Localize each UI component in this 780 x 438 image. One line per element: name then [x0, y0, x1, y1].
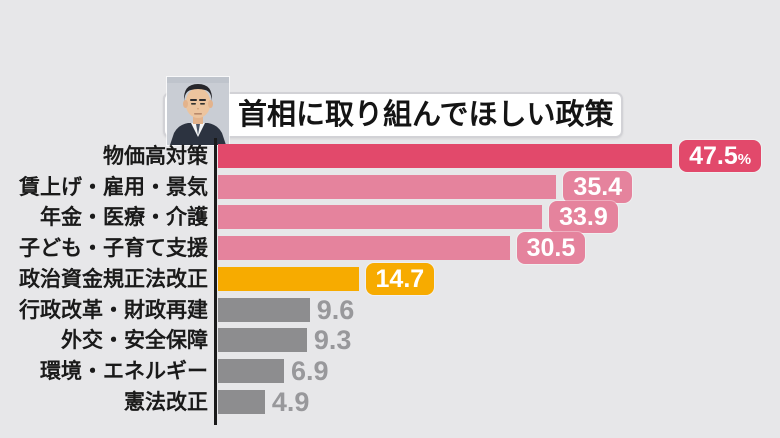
- value-label: 9.3: [314, 325, 352, 355]
- chart-row: 憲法改正 4.9: [0, 387, 780, 417]
- value-number: 47.5: [689, 142, 738, 170]
- chart-row: 外交・安全保障 9.3: [0, 325, 780, 355]
- category-label: 子ども・子育て支援: [19, 237, 208, 261]
- value-label: 14.7: [365, 262, 435, 295]
- bar: [218, 297, 310, 322]
- bar: [218, 236, 510, 261]
- prime-minister-photo: [167, 77, 229, 145]
- category-label: 物価高対策: [103, 145, 208, 168]
- chart-row: 行政改革・財政再建 9.6: [0, 295, 780, 325]
- portrait-illustration: [167, 77, 229, 145]
- bar: [218, 266, 359, 291]
- value-label: 4.9: [272, 387, 310, 417]
- value-unit-suffix: %: [737, 151, 752, 168]
- value-number: 9.3: [313, 325, 352, 356]
- chart-row: 子ども・子育て支援 30.5: [0, 232, 780, 265]
- bar: [218, 174, 557, 199]
- value-label: 30.5: [516, 232, 586, 265]
- chart-title: 首相に取り組んでほしい政策: [238, 99, 614, 131]
- axis-line: [214, 138, 217, 425]
- category-label: 年金・医療・介護: [40, 206, 208, 230]
- bar: [218, 328, 307, 353]
- category-label: 政治資金規正法改正: [19, 267, 208, 291]
- bar-chart: 物価高対策 47.5% 賃上げ・雇用・景気 35.4 年金・医療・介護 33.9 子ども・子…: [0, 138, 780, 430]
- value-label: 6.9: [291, 356, 329, 386]
- category-label: 外交・安全保障: [61, 329, 208, 353]
- category-label: 憲法改正: [124, 390, 208, 414]
- chart-row: 政治資金規正法改正 14.7: [0, 262, 780, 295]
- value-label: 47.5%: [679, 140, 762, 172]
- category-label: 賃上げ・雇用・景気: [19, 175, 208, 199]
- category-label: 行政改革・財政再建: [19, 298, 208, 322]
- bar: [218, 144, 673, 168]
- value-number: 14.7: [375, 264, 425, 293]
- value-number: 6.9: [290, 355, 329, 386]
- chart-row: 物価高対策 47.5%: [0, 140, 780, 172]
- chart-row: 年金・医療・介護 33.9: [0, 201, 780, 234]
- bar: [218, 205, 543, 230]
- bar: [218, 358, 284, 383]
- bar: [218, 389, 265, 414]
- value-label: 33.9: [549, 201, 618, 234]
- value-number: 4.9: [271, 386, 310, 417]
- value-label: 9.6: [317, 295, 355, 325]
- chart-title-box: 首相に取り組んでほしい政策: [163, 92, 623, 138]
- value-number: 35.4: [573, 172, 623, 201]
- value-label: 35.4: [563, 170, 633, 203]
- value-number: 33.9: [559, 203, 608, 232]
- chart-row: 賃上げ・雇用・景気 35.4: [0, 170, 780, 203]
- chart-row: 環境・エネルギー 6.9: [0, 356, 780, 386]
- value-number: 9.6: [316, 294, 355, 325]
- category-label: 環境・エネルギー: [40, 359, 208, 383]
- value-number: 30.5: [526, 234, 576, 263]
